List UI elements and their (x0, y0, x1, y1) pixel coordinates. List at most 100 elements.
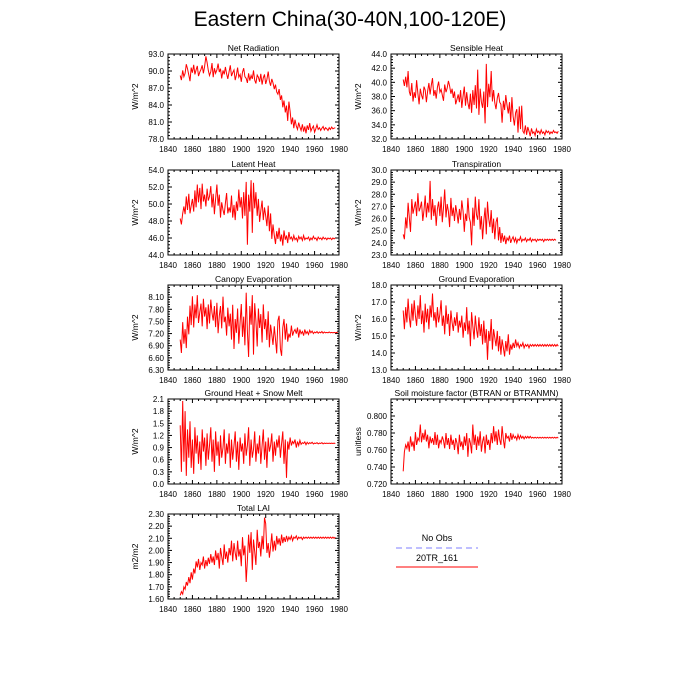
series-line (402, 424, 559, 472)
y-axis-label: W/m^2 (353, 314, 363, 340)
x-tick-label: 1920 (257, 605, 275, 614)
x-tick-label: 1920 (480, 376, 498, 385)
chart-panel: 1840 1860 1880 1900 1920 1940 1960 1980 32.0 34.0… (353, 43, 571, 154)
y-tick-label: 2.00 (148, 546, 164, 555)
x-tick-label: 1960 (529, 261, 547, 270)
y-tick-label: 90.0 (148, 67, 164, 76)
y-tick-label: 0.9 (153, 444, 165, 453)
panel-title: Canopy Evaporation (215, 274, 292, 284)
y-axis-label: m2/m2 (130, 543, 140, 569)
x-tick-label: 1860 (407, 490, 425, 499)
x-tick-label: 1840 (159, 376, 177, 385)
y-tick-label: 13.0 (371, 366, 387, 375)
x-tick-label: 1940 (504, 376, 522, 385)
y-axis-label: W/m^2 (130, 199, 140, 225)
x-tick-label: 1920 (480, 261, 498, 270)
x-tick-label: 1880 (431, 376, 449, 385)
x-tick-label: 1900 (455, 261, 473, 270)
panel-title: Net Radiation (228, 43, 280, 53)
chart-panel: 1840 1860 1880 1900 1920 1940 1960 1980 1.60 1.70… (130, 503, 348, 614)
y-tick-label: 2.20 (148, 522, 164, 531)
y-tick-label: 38.0 (371, 93, 387, 102)
x-tick-label: 1860 (407, 145, 425, 154)
chart-panel: 1840 1860 1880 1900 1920 1940 1960 1980 78.0 81.0… (130, 43, 348, 154)
y-tick-label: 0.780 (367, 429, 388, 438)
series-line (402, 180, 557, 246)
y-tick-label: 7.80 (148, 305, 164, 314)
y-tick-label: 32.0 (371, 135, 387, 144)
y-tick-label: 50.0 (148, 200, 164, 209)
y-axis-label: W/m^2 (353, 83, 363, 109)
series-line (179, 56, 336, 135)
x-tick-label: 1900 (232, 605, 250, 614)
y-tick-label: 1.5 (153, 419, 165, 428)
x-tick-label: 1860 (184, 490, 202, 499)
y-tick-label: 27.0 (371, 202, 387, 211)
x-tick-label: 1960 (529, 490, 547, 499)
y-axis-label: W/m^2 (353, 199, 363, 225)
y-tick-label: 44.0 (148, 251, 164, 260)
x-tick-label: 1920 (257, 145, 275, 154)
x-tick-label: 1860 (184, 145, 202, 154)
y-tick-label: 28.0 (371, 190, 387, 199)
x-tick-label: 1940 (281, 490, 299, 499)
x-tick-label: 1880 (208, 490, 226, 499)
y-tick-label: 6.30 (148, 366, 164, 375)
y-tick-label: 8.10 (148, 293, 164, 302)
x-tick-label: 1880 (431, 490, 449, 499)
legend-title: No Obs (422, 533, 453, 543)
x-tick-label: 1960 (529, 145, 547, 154)
y-tick-label: 18.0 (371, 281, 387, 290)
y-tick-label: 0.3 (153, 468, 165, 477)
y-tick-label: 34.0 (371, 121, 387, 130)
y-tick-label: 26.0 (371, 215, 387, 224)
x-tick-label: 1840 (382, 376, 400, 385)
chart-panel: 1840 1860 1880 1900 1920 1940 1960 1980 44.0 46.0… (130, 159, 348, 270)
x-tick-label: 1880 (208, 145, 226, 154)
x-tick-label: 1920 (480, 490, 498, 499)
y-axis-label: unitless (353, 427, 363, 456)
x-tick-label: 1980 (553, 261, 571, 270)
x-tick-label: 1860 (407, 376, 425, 385)
x-tick-label: 1860 (184, 261, 202, 270)
x-tick-label: 1880 (208, 261, 226, 270)
y-tick-label: 36.0 (371, 107, 387, 116)
x-tick-label: 1840 (159, 261, 177, 270)
y-tick-label: 15.0 (371, 332, 387, 341)
y-tick-label: 16.0 (371, 315, 387, 324)
y-tick-label: 40.0 (371, 78, 387, 87)
y-tick-label: 2.30 (148, 510, 164, 519)
x-tick-label: 1900 (455, 490, 473, 499)
legend: No Obs 20TR_161 (396, 533, 478, 568)
x-tick-label: 1960 (306, 261, 324, 270)
y-tick-label: 42.0 (371, 64, 387, 73)
plot-frame (167, 513, 340, 600)
x-tick-label: 1940 (504, 261, 522, 270)
x-tick-label: 1920 (257, 490, 275, 499)
chart-panel: 1840 1860 1880 1900 1920 1940 1960 1980 0.720 0.7… (353, 388, 571, 499)
y-tick-label: 1.2 (153, 431, 165, 440)
x-tick-label: 1980 (330, 605, 348, 614)
series-line (179, 180, 336, 246)
panel-title: Ground Heat + Snow Melt (204, 388, 303, 398)
y-tick-label: 0.0 (153, 480, 165, 489)
y-tick-label: 87.0 (148, 84, 164, 93)
x-tick-label: 1980 (330, 376, 348, 385)
x-tick-label: 1940 (281, 145, 299, 154)
panel-title: Sensible Heat (450, 43, 504, 53)
panel-title: Ground Evaporation (438, 274, 514, 284)
x-tick-label: 1960 (306, 605, 324, 614)
y-axis-label: W/m^2 (130, 428, 140, 454)
x-tick-label: 1860 (184, 605, 202, 614)
y-tick-label: 2.10 (148, 534, 164, 543)
x-tick-label: 1980 (330, 490, 348, 499)
x-tick-label: 1880 (208, 376, 226, 385)
y-axis-label: W/m^2 (130, 83, 140, 109)
x-tick-label: 1900 (455, 376, 473, 385)
y-tick-label: 46.0 (148, 234, 164, 243)
x-tick-label: 1840 (159, 605, 177, 614)
x-tick-label: 1980 (553, 376, 571, 385)
y-tick-label: 0.800 (367, 412, 388, 421)
